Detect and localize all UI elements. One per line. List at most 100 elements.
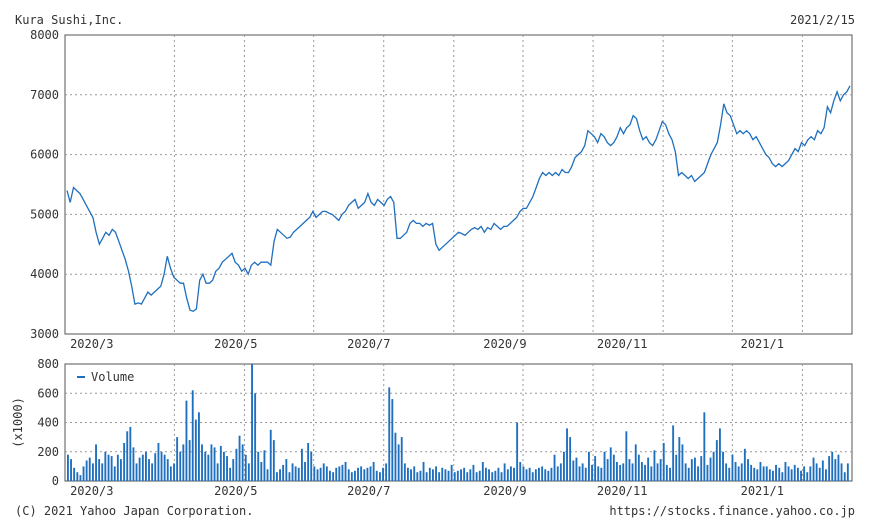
volume-bar	[675, 454, 678, 481]
volume-bar	[719, 428, 721, 481]
volume-bar	[665, 464, 668, 481]
volume-bar	[734, 462, 737, 481]
price-x-tick-label: 2020/5	[214, 337, 257, 351]
price-panel: 3000 4000 5000 6000 7000 8000 2020/3 2020/5 2020…	[30, 28, 853, 351]
volume-legend-label: Volume	[91, 370, 134, 384]
volume-bar	[450, 464, 453, 481]
volume-bar	[350, 472, 353, 481]
volume-bar	[806, 472, 809, 481]
volume-bar	[762, 466, 765, 481]
volume-bar	[753, 467, 756, 481]
volume-bar	[194, 419, 197, 481]
volume-bar	[669, 467, 671, 481]
volume-bar	[506, 469, 509, 481]
price-y-tick-label: 5000	[30, 207, 59, 221]
copyright-text: (C) 2021 Yahoo Japan Corporation.	[15, 504, 253, 518]
volume-bar	[132, 447, 135, 481]
volume-bar	[157, 443, 160, 481]
volume-bar	[357, 467, 359, 481]
volume-bar	[478, 470, 481, 481]
volume-bar	[768, 469, 771, 481]
price-y-tick-label: 3000	[30, 327, 59, 341]
volume-bar	[453, 472, 456, 481]
volume-bar	[113, 466, 116, 481]
volume-bar	[154, 453, 157, 481]
price-x-tick-label: 2020/7	[347, 337, 390, 351]
volume-bar	[463, 467, 466, 481]
volume-bar	[731, 454, 734, 481]
volume-bar	[276, 472, 278, 481]
volume-bar	[216, 463, 219, 481]
volume-bar	[687, 467, 690, 481]
volume-bar	[138, 457, 141, 481]
volume-bar	[787, 466, 790, 481]
volume-bar	[141, 454, 144, 481]
volume-bar	[413, 466, 416, 481]
volume-bar	[76, 472, 79, 481]
volume-bar	[416, 472, 419, 481]
volume-bar	[456, 470, 459, 481]
volume-bar	[772, 470, 774, 481]
volume-bar	[191, 390, 194, 481]
volume-bar	[403, 463, 406, 481]
volume-bar	[400, 437, 403, 481]
volume-bar	[572, 460, 575, 481]
volume-bar	[179, 451, 182, 482]
volume-bar	[213, 447, 216, 481]
volume-bar	[226, 456, 228, 481]
volume-bar	[756, 469, 759, 481]
volume-bar	[85, 460, 88, 481]
volume-bar	[95, 444, 97, 481]
source-url: https://stocks.finance.yahoo.co.jp	[609, 504, 855, 518]
volume-bar	[272, 440, 275, 481]
volume-bar	[597, 466, 600, 481]
volume-bar	[637, 454, 640, 481]
volume-bar	[531, 472, 534, 481]
volume-bar	[840, 463, 843, 481]
volume-bar	[101, 463, 104, 481]
volume-bar	[709, 457, 712, 481]
volume-bar	[229, 467, 232, 481]
volume-bar	[363, 469, 366, 481]
volume-bar	[469, 469, 472, 481]
volume-bar	[550, 467, 553, 481]
volume-bar	[335, 467, 338, 481]
volume-bar	[584, 467, 587, 481]
volume-bar	[266, 469, 269, 481]
volume-bar	[556, 466, 559, 481]
volume-bar	[510, 466, 512, 481]
volume-x-tick-label: 2020/3	[70, 484, 113, 498]
volume-bar	[285, 459, 288, 481]
volume-bar	[575, 457, 578, 481]
volume-bar	[631, 463, 634, 481]
volume-bar	[232, 459, 235, 481]
volume-bar	[247, 463, 250, 481]
volume-bar	[369, 466, 372, 481]
volume-bar	[169, 466, 172, 481]
volume-bar	[534, 469, 537, 481]
price-y-tick-label: 4000	[30, 267, 59, 281]
price-frame	[64, 34, 853, 335]
volume-bar	[759, 462, 762, 481]
volume-bar	[622, 463, 625, 481]
volume-bar	[372, 462, 375, 481]
price-y-tick-label: 8000	[30, 28, 59, 42]
volume-bar	[223, 451, 225, 482]
volume-x-tick-label: 2020/5	[214, 484, 257, 498]
volume-bar	[251, 364, 253, 481]
volume-bar	[809, 466, 812, 481]
volume-bar	[566, 428, 568, 481]
volume-bar	[235, 448, 238, 481]
volume-bar	[129, 426, 132, 481]
volume-bar	[843, 472, 846, 481]
volume-bar	[385, 463, 388, 481]
volume-bar	[697, 466, 699, 481]
volume-bar	[616, 462, 618, 481]
volume-bar	[297, 467, 300, 481]
volume-bar	[123, 443, 126, 481]
volume-bar	[488, 469, 490, 481]
volume-x-tick-label: 2020/7	[347, 484, 390, 498]
volume-bar	[581, 463, 584, 481]
volume-bar	[366, 467, 369, 481]
